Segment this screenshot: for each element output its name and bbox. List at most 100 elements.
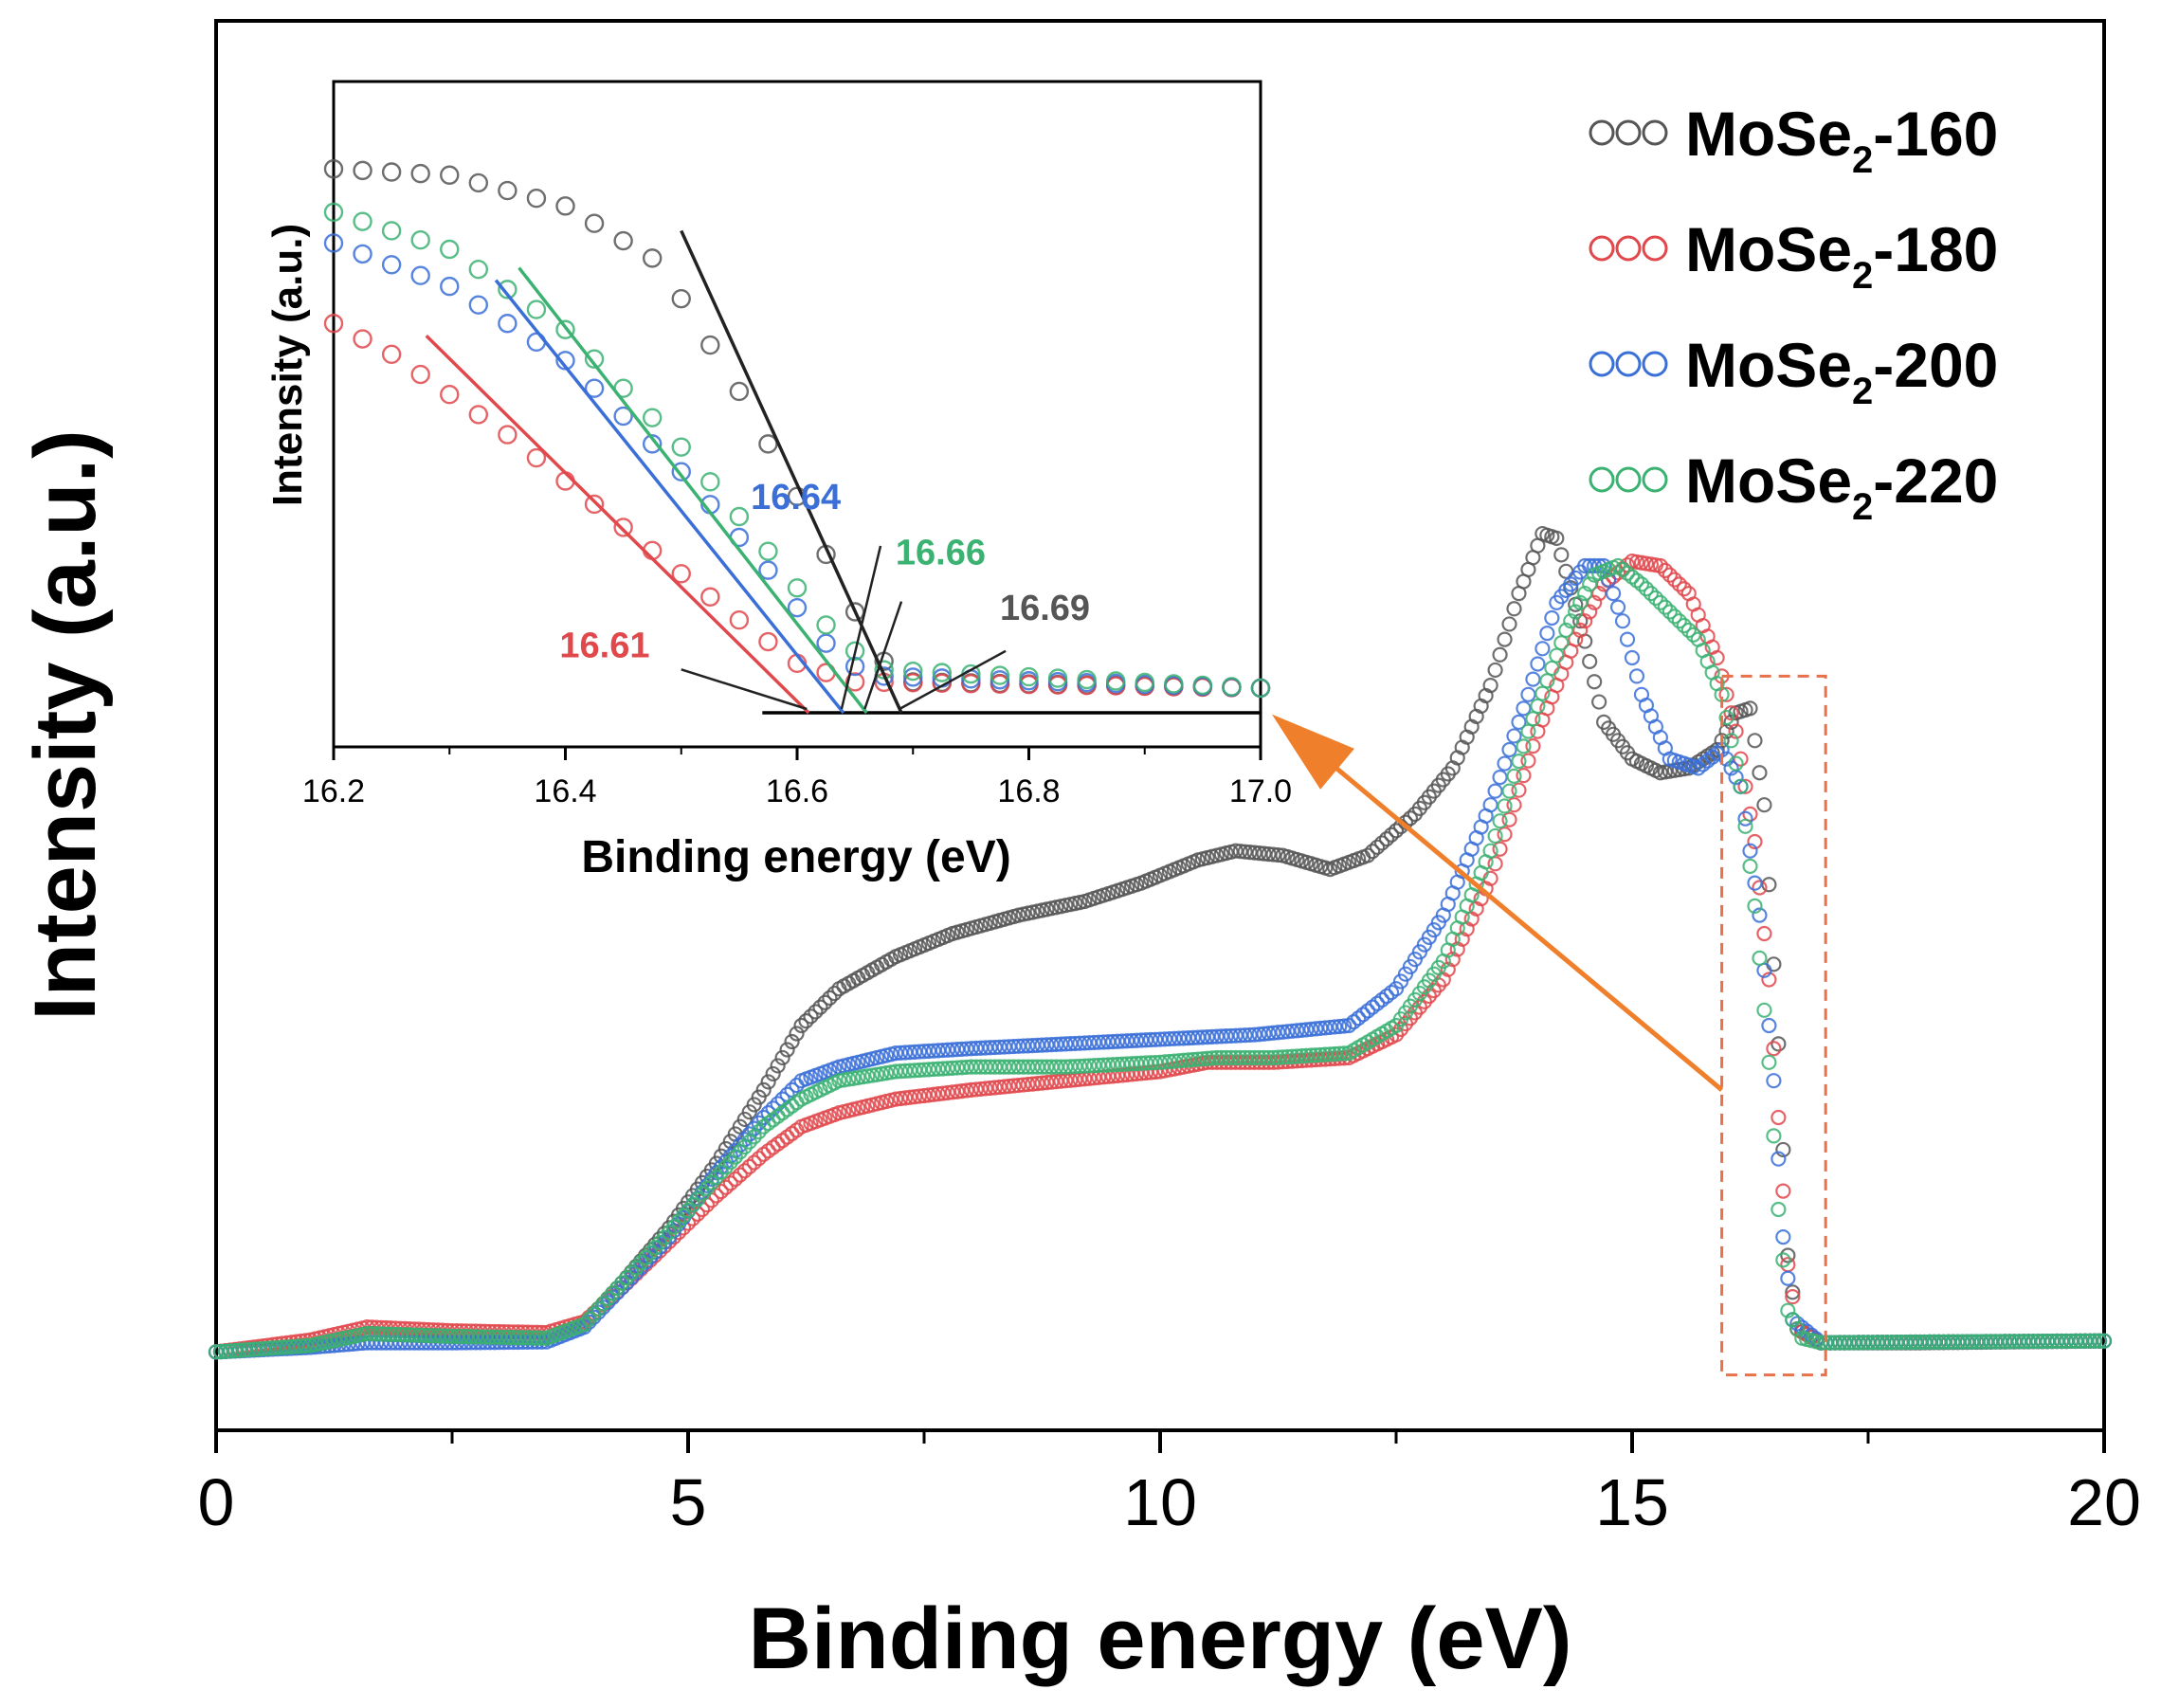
- inset-data-point: [440, 276, 460, 297]
- inset-data-point: [498, 280, 518, 300]
- data-point: [906, 1089, 923, 1105]
- data-point: [1487, 783, 1503, 799]
- data-point: [897, 1090, 914, 1106]
- data-point: [741, 1134, 757, 1150]
- inset-data-point: [816, 633, 836, 653]
- legend-entry: MoSe2-160: [1589, 99, 1998, 181]
- data-point: [1671, 576, 1687, 592]
- data-point: [619, 1270, 635, 1286]
- data-point: [1369, 839, 1386, 855]
- legend-label: MoSe2-220: [1685, 445, 1998, 528]
- data-point: [727, 1171, 743, 1188]
- data-point: [1761, 972, 1777, 988]
- data-point: [1492, 646, 1508, 663]
- data-point: [1728, 723, 1744, 739]
- inset-fit-line: [518, 266, 868, 715]
- data-point: [1572, 594, 1589, 610]
- data-point: [1553, 547, 1570, 563]
- inset-data-point: [844, 672, 865, 692]
- data-point: [534, 1330, 550, 1346]
- inset-data-point: [1105, 671, 1126, 691]
- data-point: [911, 1088, 928, 1104]
- data-point: [1520, 686, 1536, 702]
- data-point: [751, 1151, 767, 1167]
- data-point: [1572, 613, 1589, 629]
- data-point: [1587, 674, 1603, 690]
- data-point: [1378, 988, 1395, 1005]
- onset-value-label: 16.69: [1000, 589, 1090, 628]
- data-point: [779, 1042, 795, 1058]
- data-point: [1553, 635, 1570, 651]
- data-point: [944, 1084, 960, 1100]
- data-point: [628, 1260, 645, 1276]
- main-x-ticks: 0 5 10 15 20: [198, 1430, 2141, 1539]
- data-point: [595, 1296, 611, 1312]
- data-point: [1346, 1014, 1362, 1030]
- inset-data-point: [1164, 674, 1184, 694]
- inset-data-point: [381, 221, 402, 241]
- data-point: [1351, 1010, 1367, 1027]
- inset-data-point: [381, 255, 402, 275]
- inset-data-point: [584, 213, 605, 233]
- data-point: [1506, 728, 1522, 744]
- inset-data-point: [526, 300, 547, 319]
- inset-x-tick-label: 17.0: [1229, 773, 1292, 809]
- data-point: [2096, 1333, 2113, 1349]
- data-point: [1789, 1320, 1806, 1337]
- data-point: [888, 1091, 904, 1107]
- data-point: [1388, 823, 1405, 839]
- inset-data-point: [758, 560, 778, 580]
- data-point: [1775, 1183, 1791, 1199]
- inset-data-point: [729, 381, 750, 402]
- inset-data-point: [410, 265, 430, 285]
- data-point: [1747, 733, 1763, 749]
- data-point: [1718, 709, 1734, 726]
- inset-data-point: [1192, 675, 1213, 696]
- data-point: [713, 1183, 729, 1200]
- data-point: [1609, 557, 1626, 574]
- data-point: [1780, 1302, 1796, 1318]
- data-point: [293, 1338, 309, 1354]
- data-point: [1591, 694, 1607, 710]
- data-point: [1662, 567, 1678, 583]
- data-point: [713, 1164, 729, 1180]
- data-point: [1752, 880, 1768, 896]
- data-point: [1501, 741, 1517, 758]
- inset-x-ticks: 16.2 16.4 16.6 16.8 17.0: [302, 747, 1292, 809]
- inset-data-point: [555, 196, 575, 216]
- data-point: [1336, 1018, 1353, 1034]
- data-point: [1723, 714, 1739, 731]
- data-point: [1544, 609, 1560, 627]
- data-point: [1336, 1050, 1353, 1066]
- data-point: [727, 1149, 743, 1165]
- legend-marker: [1615, 466, 1642, 493]
- data-point: [1752, 765, 1768, 781]
- data-point: [1492, 813, 1508, 829]
- data-point: [1624, 649, 1641, 666]
- legend-entry: MoSe2-200: [1589, 330, 1998, 412]
- inset-data-point: [961, 674, 981, 694]
- zoom-arrow-head: [1271, 714, 1354, 790]
- data-point: [1360, 1003, 1376, 1019]
- data-point: [576, 1317, 592, 1333]
- data-point: [1332, 1045, 1348, 1062]
- data-point: [1501, 616, 1517, 632]
- data-point: [600, 1290, 616, 1307]
- data-point: [760, 1074, 776, 1090]
- inset-data-point: [613, 230, 633, 251]
- data-point: [590, 1300, 607, 1317]
- data-point: [1742, 858, 1758, 874]
- inset-y-axis-title: Intensity (a.u.): [264, 224, 311, 506]
- data-point: [1482, 677, 1498, 694]
- inset-data-point: [932, 673, 953, 693]
- inset-data-point: [1077, 669, 1097, 690]
- data-point: [1761, 1054, 1777, 1070]
- data-point: [1747, 898, 1763, 915]
- inset-data-point: [671, 288, 691, 309]
- data-point: [1482, 797, 1498, 813]
- data-point: [717, 1179, 734, 1195]
- data-point: [1666, 572, 1682, 588]
- data-point: [746, 1129, 762, 1145]
- data-point: [708, 1188, 724, 1204]
- inset-data-point: [584, 349, 605, 369]
